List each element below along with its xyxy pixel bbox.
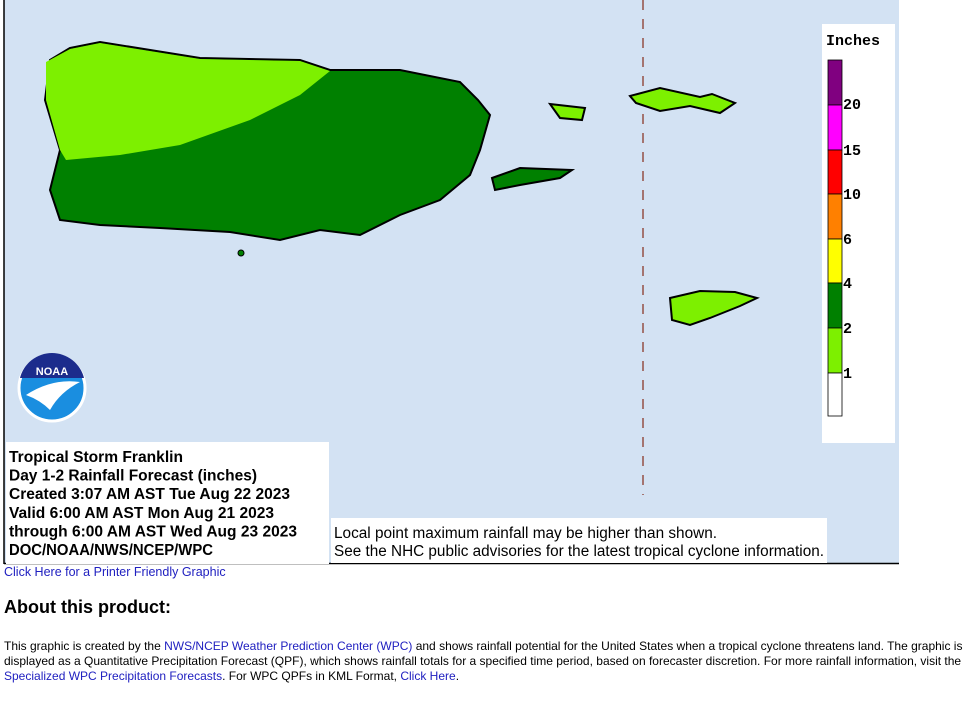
legend-label: 6 xyxy=(843,232,852,249)
about-text: . xyxy=(455,669,460,683)
about-link[interactable]: Specialized WPC Precipitation Forecasts xyxy=(4,669,223,683)
legend-swatch xyxy=(827,59,843,106)
about-text: . For WPC QPFs in KML Format, xyxy=(222,669,401,683)
legend-title: Inches xyxy=(826,33,880,50)
legend-label: 15 xyxy=(843,143,861,160)
island xyxy=(628,86,738,115)
legend-label: 1 xyxy=(843,366,852,383)
about-paragraph: This graphic is created by the NWS/NCEP … xyxy=(4,639,966,684)
legend-swatch xyxy=(827,282,843,329)
logo-gull xyxy=(26,381,80,410)
about-link[interactable]: Click Here xyxy=(400,669,456,683)
logo-top xyxy=(20,353,84,378)
island-region xyxy=(46,43,330,160)
island xyxy=(490,166,576,192)
legend-label: 2 xyxy=(843,321,852,338)
legend-swatch xyxy=(827,238,843,284)
legend-swatch xyxy=(827,104,843,151)
rainfall-map: Inches 20 15 10 6 4 2 1 NOAA Tropical Storm Fr… xyxy=(3,0,899,565)
info-text: Tropical Storm Franklin Day 1-2 Rainfall … xyxy=(9,449,297,559)
legend-label: 4 xyxy=(843,276,852,293)
legend-swatch xyxy=(827,327,843,374)
about-heading: About this product: xyxy=(4,597,171,617)
legend-swatch xyxy=(827,149,843,195)
note-box xyxy=(331,518,827,563)
legend-swatch xyxy=(827,193,843,240)
legend-label: 20 xyxy=(843,97,861,114)
noaa-logo: NOAA xyxy=(17,353,87,423)
island xyxy=(668,289,760,327)
info-line: Tropical Storm Franklin xyxy=(9,449,183,466)
info-box xyxy=(6,442,329,564)
legend-label: 10 xyxy=(843,187,861,204)
island xyxy=(237,249,245,257)
about-link[interactable]: NWS/NCEP Weather Prediction Center (WPC) xyxy=(164,639,413,653)
note-text: Local point maximum rainfall may be high… xyxy=(334,525,824,560)
legend-labels: 20 15 10 6 4 2 1 xyxy=(843,97,861,383)
info-line: Day 1-2 Rainfall Forecast (inches) xyxy=(9,468,257,485)
info-line: Valid 6:00 AM AST Mon Aug 21 2023 xyxy=(9,505,274,522)
note-line: See the NHC public advisories for the la… xyxy=(334,543,824,560)
about-text: This graphic is created by the xyxy=(4,639,165,653)
info-line: through 6:00 AM AST Wed Aug 23 2023 xyxy=(9,523,297,540)
info-line: Created 3:07 AM AST Tue Aug 22 2023 xyxy=(9,486,290,503)
info-line: DOC/NOAA/NWS/NCEP/WPC xyxy=(9,542,213,559)
logo-text: NOAA xyxy=(36,366,68,378)
legend-bar xyxy=(827,59,843,417)
legend-swatch xyxy=(827,372,843,417)
about-text: and shows rainfall potential for the Uni… xyxy=(4,639,963,668)
island xyxy=(547,102,587,122)
printer-link[interactable]: Click Here for a Printer Friendly Graphi… xyxy=(4,565,226,579)
note-line: Local point maximum rainfall may be high… xyxy=(334,525,717,542)
